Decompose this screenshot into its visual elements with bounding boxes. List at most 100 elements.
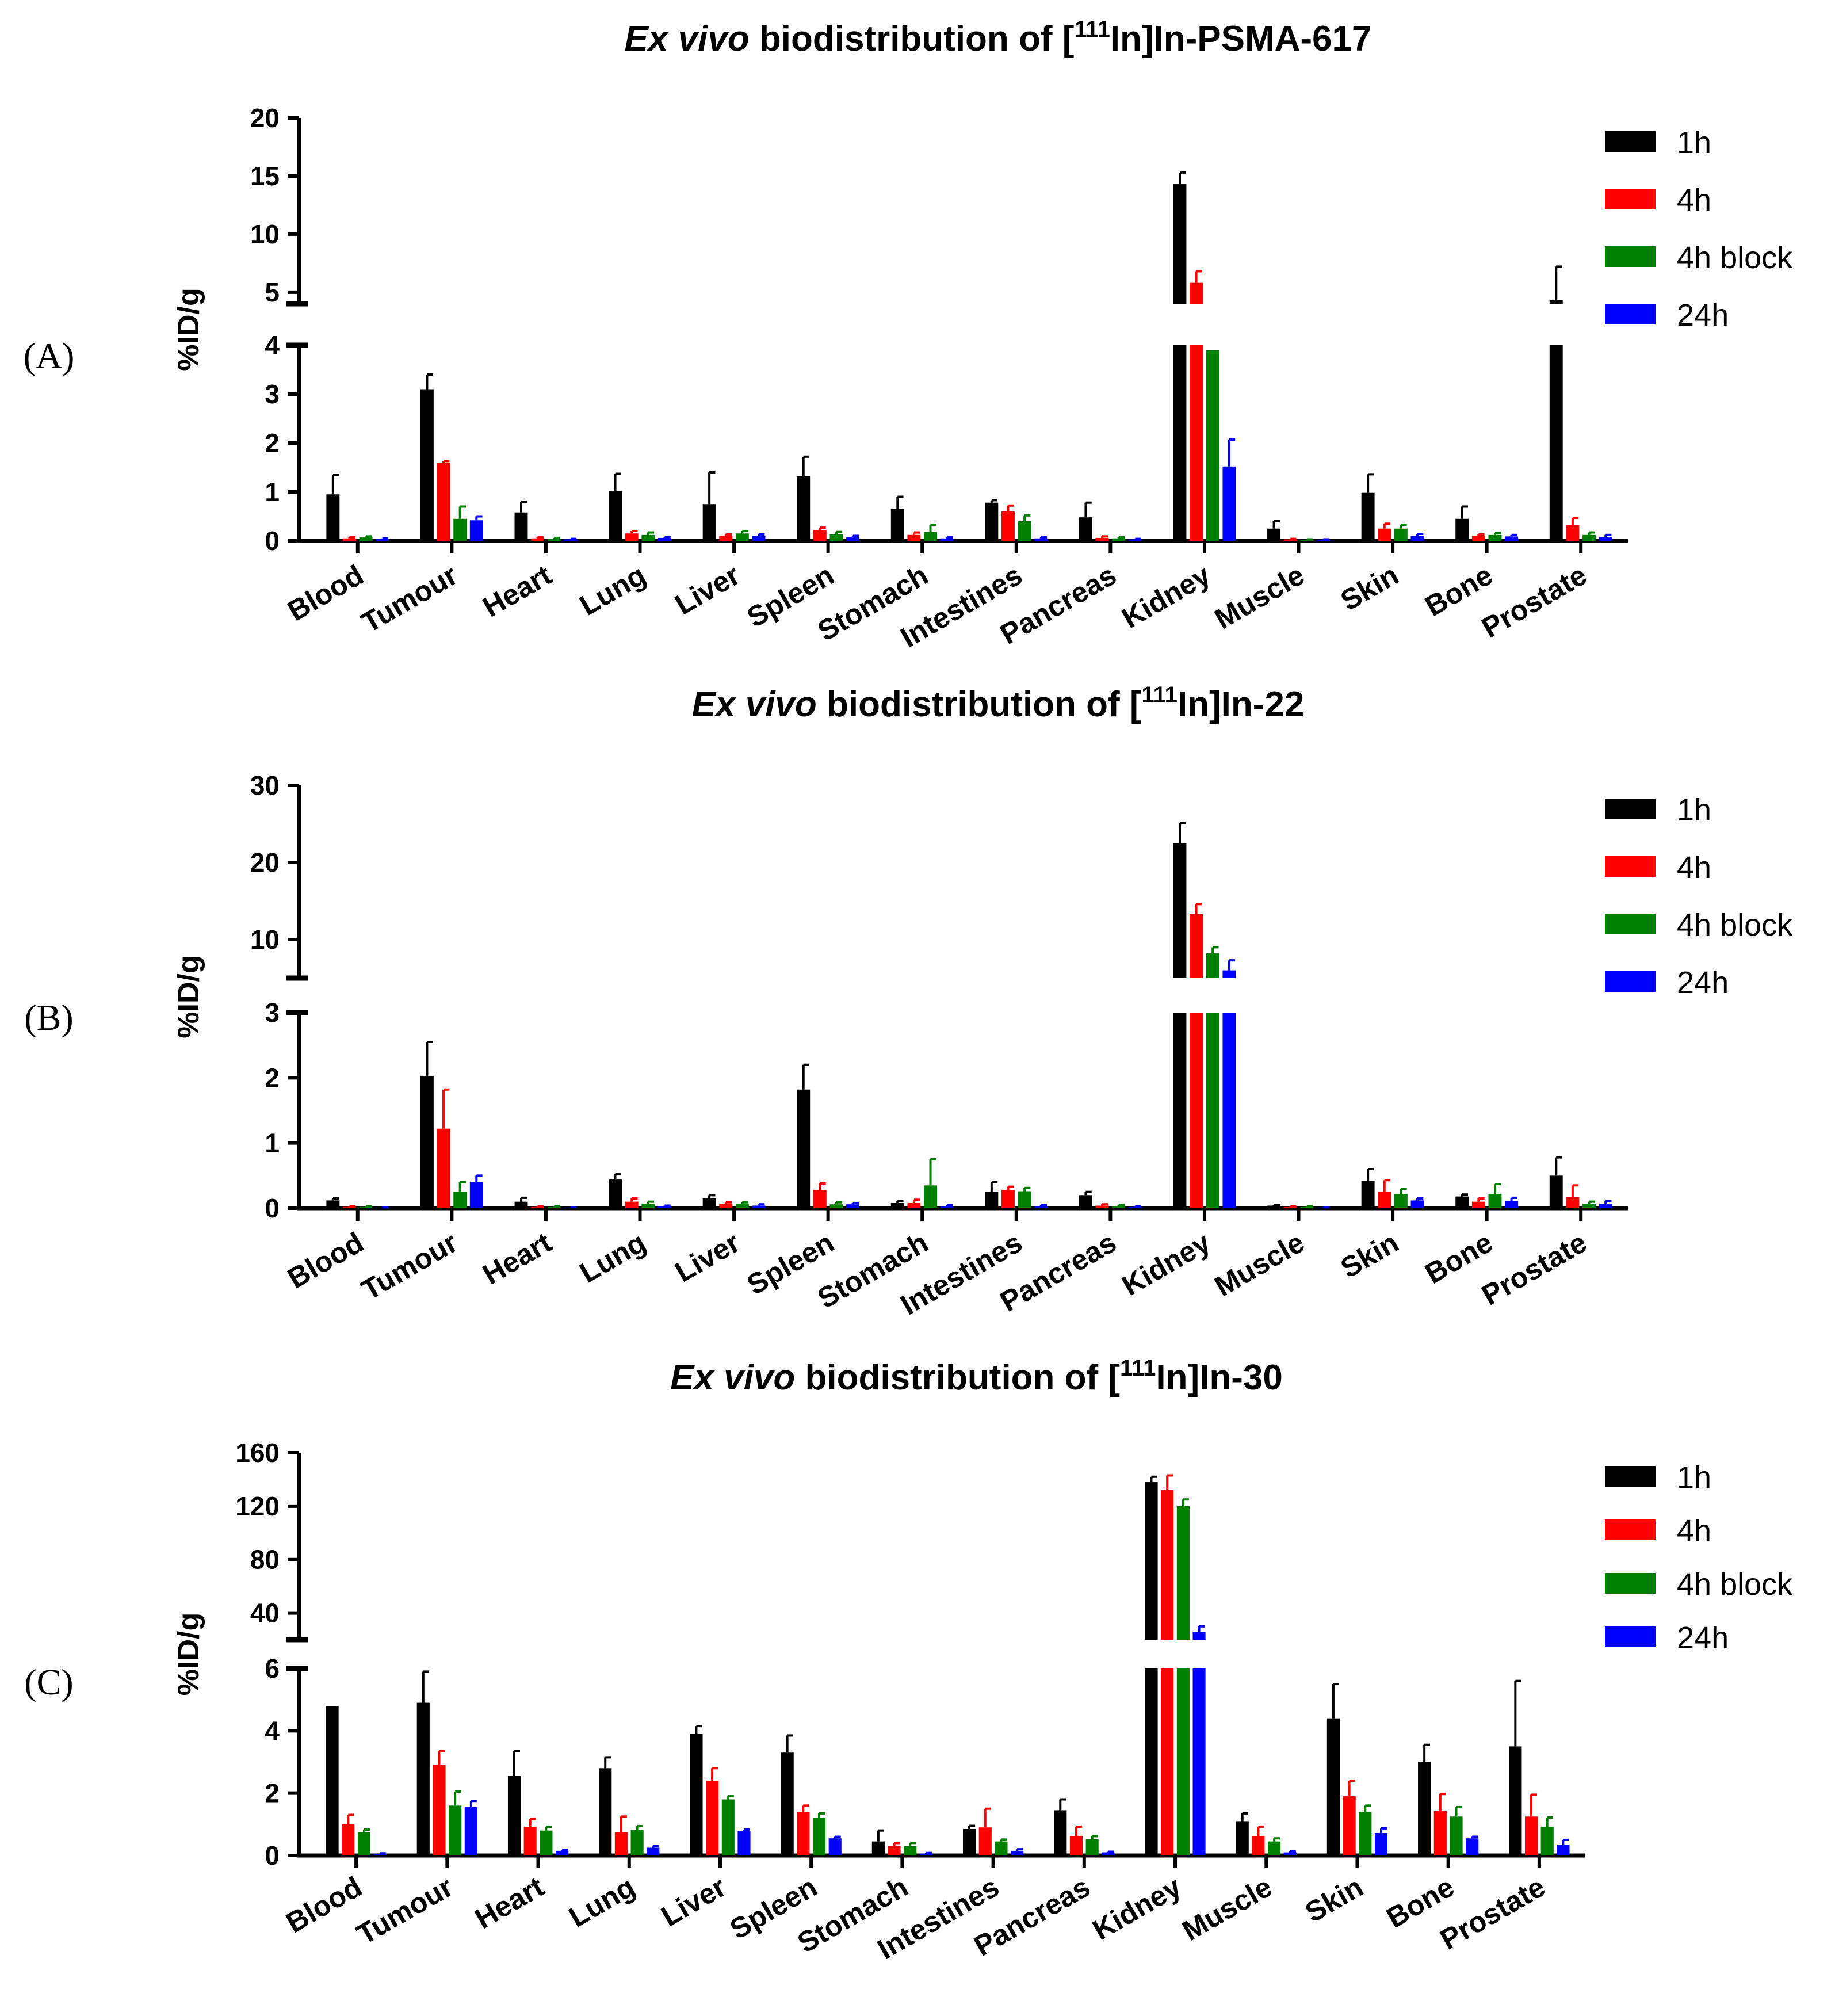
bar [625,533,639,541]
y-tick-label: 20 [250,847,280,877]
bar [829,534,843,541]
bar [1361,492,1375,541]
bar [657,537,671,541]
bar [1410,536,1424,541]
category-label: Kidney [1087,1870,1187,1946]
bar [1145,1668,1158,1855]
bar [721,1799,735,1855]
bar [1566,1197,1580,1208]
bar [555,1850,569,1855]
bar [507,1776,521,1855]
bar [797,1089,811,1208]
category-label: Lung [574,559,651,622]
bar-upper [1190,282,1203,304]
bar-upper [1192,1632,1206,1640]
category-label: Liver [670,559,746,621]
bar [1540,1827,1554,1855]
category-label: Kidney [1117,559,1216,635]
bar [1488,534,1502,541]
bar [342,1824,355,1855]
y-tick-label: 1 [265,477,280,507]
bar [416,1702,430,1855]
bar [514,512,528,541]
bar [1283,1206,1297,1208]
bar [547,539,561,541]
legend-swatch [1605,1573,1656,1594]
bar [963,1828,976,1855]
bar [464,1807,477,1855]
category-label: Muscle [1209,1226,1310,1303]
y-tick-label: 6 [265,1654,280,1683]
y-tick-label: 80 [250,1545,280,1575]
bar [702,1198,716,1208]
bar [1011,1850,1024,1855]
bar [797,476,811,541]
bar [1394,528,1408,541]
legend-swatch [1605,971,1656,992]
bar [1161,1668,1174,1855]
bar [449,1805,462,1855]
legend-swatch [1605,1626,1656,1647]
bar [1034,1206,1048,1208]
bar [735,1204,749,1208]
bar [453,1192,467,1208]
bar [1300,1206,1314,1208]
bar [890,509,904,541]
y-tick-label: 4 [265,1716,280,1746]
bar [641,534,655,541]
bar [1466,1838,1479,1855]
category-label: Blood [282,1226,369,1295]
bar [1128,539,1142,541]
bar [752,536,766,541]
bar [995,1841,1008,1855]
legend-label: 4h [1677,1514,1711,1548]
bar [919,1853,932,1855]
bar [1252,1836,1265,1855]
y-tick-label: 3 [265,998,280,1028]
bar [846,1204,860,1208]
bar [326,1200,340,1208]
y-tick-label: 0 [265,1841,280,1870]
bar [326,1706,339,1855]
bar [1433,1811,1447,1855]
bar [469,1182,483,1208]
bar-upper [1176,1506,1190,1640]
bar [1268,1841,1281,1855]
y-axis-label: %ID/g [172,955,205,1038]
legend-label: 4h block [1677,1567,1793,1602]
bar [719,536,733,541]
bar [1582,534,1596,541]
y-tick-label: 10 [250,219,280,249]
legend-label: 1h [1677,1460,1711,1495]
category-label: Heart [477,559,557,624]
bar [1206,350,1219,541]
bar [1378,528,1391,541]
bar [1361,1181,1375,1208]
y-tick-label: 0 [265,1193,280,1223]
bar [735,533,749,541]
bar [904,1846,917,1855]
bar-upper [1549,300,1563,304]
legend-swatch [1605,1519,1656,1540]
bar [1176,1668,1190,1855]
category-label: Lung [574,1226,651,1289]
bar [1222,466,1236,541]
bar [1267,1205,1281,1208]
bar [547,1206,561,1208]
bar [940,1206,954,1208]
bar [1001,511,1015,541]
y-tick-label: 30 [250,770,280,800]
bar [343,538,356,541]
bar [326,494,340,541]
bar [706,1781,719,1855]
bar [1488,1194,1502,1208]
bar [813,1190,827,1208]
bar [433,1765,446,1855]
y-tick-label: 10 [250,925,280,954]
bar [1418,1762,1431,1855]
legend-label: 1h [1677,793,1711,827]
category-label: Blood [282,559,369,627]
y-tick-label: 2 [265,1778,280,1808]
bar [890,1202,904,1208]
